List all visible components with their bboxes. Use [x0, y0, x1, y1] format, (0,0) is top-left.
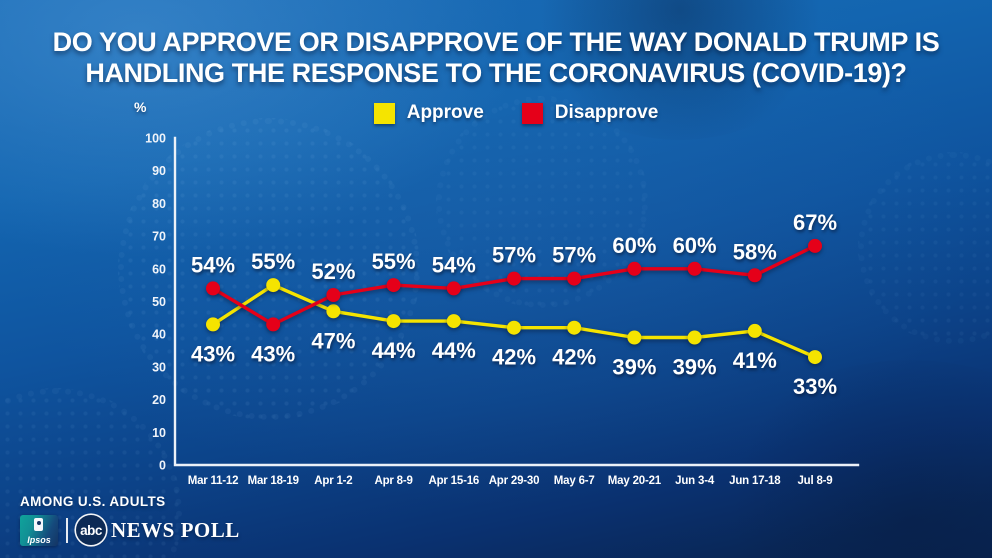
chart-legend: Approve Disapprove	[20, 102, 992, 124]
y-axis-unit-label: %	[134, 99, 147, 115]
y-tick-label: 20	[152, 393, 166, 407]
disapprove-value-label: 54%	[432, 252, 476, 277]
approve-point	[747, 323, 762, 338]
x-tick-label: Mar 11-12	[188, 475, 239, 487]
x-tick-label: Jun 17-18	[729, 475, 781, 487]
disapprove-point	[687, 261, 702, 276]
news-poll-wordmark: NEWS POLL	[111, 517, 240, 542]
approve-value-label: 39%	[673, 355, 717, 380]
approve-value-label: 43%	[191, 341, 235, 366]
disapprove-swatch-icon	[521, 102, 543, 124]
approve-legend-label: Approve	[406, 102, 484, 123]
x-tick-label: Apr 29-30	[489, 475, 540, 487]
approve-swatch-icon	[373, 102, 395, 124]
approve-value-label: 44%	[432, 338, 476, 363]
disapprove-value-label: 67%	[793, 210, 837, 235]
title-line-2: HANDLING THE RESPONSE TO THE CORONAVIRUS…	[85, 58, 907, 88]
disapprove-point	[747, 268, 762, 283]
disapprove-value-label: 54%	[191, 252, 235, 277]
disapprove-value-label: 57%	[492, 243, 536, 268]
approve-value-label: 44%	[372, 338, 416, 363]
ipsos-logo: Ipsos	[20, 514, 58, 546]
y-tick-label: 50	[152, 295, 166, 309]
disapprove-point	[808, 238, 822, 253]
approve-value-label: 55%	[251, 249, 295, 274]
x-tick-label: Apr 8-9	[374, 475, 412, 487]
logo-divider	[66, 517, 68, 543]
approve-value-label: 33%	[793, 374, 837, 399]
disapprove-point	[326, 288, 341, 302]
abc-logo-text: abc	[80, 522, 102, 538]
x-tick-label: Mar 18-19	[248, 475, 299, 487]
disapprove-value-label: 57%	[552, 243, 596, 268]
population-note: AMONG U.S. ADULTS	[20, 494, 166, 509]
approve-value-label: 42%	[552, 345, 596, 370]
y-tick-label: 10	[152, 426, 166, 440]
chart-axes	[173, 136, 860, 467]
approve-value-label: 42%	[492, 345, 536, 370]
x-tick-label: Jun 3-4	[675, 475, 715, 487]
approve-point	[687, 330, 702, 345]
disapprove-point	[627, 261, 642, 276]
x-tick-label: Apr 1-2	[314, 475, 352, 487]
y-tick-label: 80	[152, 197, 166, 211]
approve-point	[808, 350, 822, 365]
abc-logo-icon: abc	[76, 515, 106, 545]
disapprove-point	[507, 271, 521, 286]
x-tick-label: Apr 15-16	[428, 475, 479, 487]
y-tick-label: 90	[152, 164, 166, 178]
x-tick-label: May 20-21	[608, 475, 662, 487]
approve-point	[266, 278, 281, 293]
y-tick-label: 30	[152, 360, 166, 374]
approve-point	[206, 317, 220, 332]
disapprove-value-label: 58%	[733, 239, 777, 264]
disapprove-point	[266, 317, 281, 332]
disapprove-value-label: 60%	[673, 233, 717, 258]
approve-point	[446, 314, 461, 329]
y-tick-label: 40	[152, 328, 166, 342]
disapprove-value-label: 52%	[311, 259, 355, 284]
approve-point	[507, 320, 521, 335]
y-tick-label: 0	[159, 459, 166, 473]
disapprove-value-label: 60%	[612, 233, 656, 258]
approve-point	[386, 314, 401, 329]
approve-point	[567, 320, 582, 335]
approve-value-label: 39%	[612, 355, 656, 380]
disapprove-point	[206, 281, 220, 296]
approve-point	[627, 330, 642, 345]
approve-point	[326, 304, 341, 319]
approve-value-label: 41%	[733, 348, 777, 373]
approve-value-label: 47%	[311, 328, 355, 353]
disapprove-value-label: 43%	[251, 341, 295, 366]
y-tick-label: 60	[152, 262, 166, 276]
ipsos-wordmark: Ipsos	[27, 534, 51, 545]
disapprove-point	[567, 271, 582, 286]
x-tick-label: May 6-7	[554, 475, 595, 487]
ipsos-emblem-icon	[34, 517, 43, 531]
y-tick-label: 100	[145, 132, 166, 146]
disapprove-point	[386, 278, 401, 293]
brand-row: Ipsos abc NEWS POLL	[20, 514, 240, 546]
page-title: DO YOU APPROVE OR DISAPPROVE OF THE WAY …	[0, 27, 992, 89]
disapprove-legend-label: Disapprove	[554, 102, 659, 123]
title-line-1: DO YOU APPROVE OR DISAPPROVE OF THE WAY …	[52, 27, 940, 57]
disapprove-value-label: 55%	[372, 249, 416, 274]
y-tick-label: 70	[152, 230, 166, 244]
disapprove-point	[446, 281, 461, 296]
x-tick-label: Jul 8-9	[797, 475, 832, 487]
